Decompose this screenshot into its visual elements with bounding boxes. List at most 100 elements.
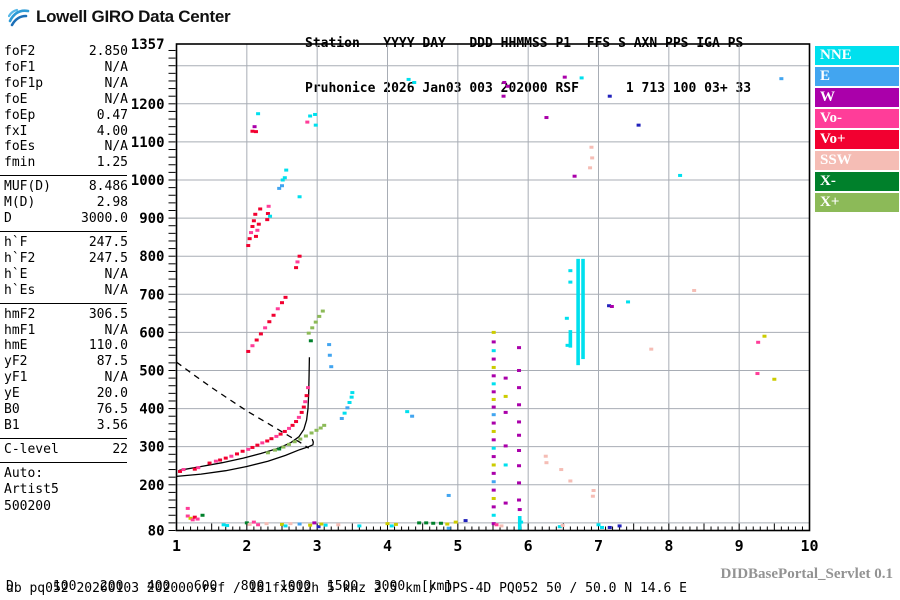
echo-point xyxy=(200,513,205,517)
echo-point xyxy=(250,129,255,133)
echo-point xyxy=(503,376,508,380)
echo-point xyxy=(256,112,261,116)
echo-point xyxy=(250,344,255,348)
echo-point xyxy=(274,434,279,438)
echo-bar xyxy=(576,258,580,366)
param-value: N/A xyxy=(104,59,128,75)
echo-point xyxy=(491,421,496,425)
param-name: MUF(D) xyxy=(4,179,51,195)
echo-point xyxy=(339,416,344,420)
echo-point xyxy=(501,94,506,98)
echo-point xyxy=(589,145,594,149)
param-row-foEs: foEs N/A xyxy=(4,139,128,155)
param-row-foE: foE N/A xyxy=(4,92,128,108)
echo-point xyxy=(607,94,612,98)
echo-point xyxy=(503,410,508,414)
plot-frame xyxy=(175,43,811,532)
echo-point xyxy=(393,522,398,526)
echo-point xyxy=(327,343,332,347)
echo-point xyxy=(263,326,268,330)
echo-point xyxy=(424,521,429,525)
echo-point xyxy=(491,405,496,409)
y-tick-label: 1200 xyxy=(131,97,165,113)
echo-point xyxy=(491,340,496,344)
param-value: 247.5 xyxy=(88,250,128,266)
echo-point xyxy=(617,524,622,528)
param-row-yF2: yF2 87.5 xyxy=(4,354,128,370)
echo-point xyxy=(491,446,496,450)
echo-point xyxy=(278,432,283,436)
param-divider xyxy=(0,302,127,304)
echo-point xyxy=(253,234,258,238)
x-tick-label: 4 xyxy=(383,537,392,555)
param-name: foF2 xyxy=(4,44,36,59)
echo-point xyxy=(491,463,496,467)
station-header-columns: Station YYYY DAY DDD HHMMSS P1 FFS S AXN… xyxy=(305,36,744,51)
echo-point xyxy=(562,75,567,79)
param-name: hmE xyxy=(4,338,28,354)
x-tick-label: 9 xyxy=(735,537,744,555)
echo-point xyxy=(405,410,410,414)
echo-point xyxy=(579,76,584,80)
lowell-giro-logo: Lowell GIRO Data Center xyxy=(8,7,231,27)
y-tick-label: 300 xyxy=(139,440,164,456)
echo-point xyxy=(431,521,436,525)
echo-point xyxy=(265,212,270,216)
echo-point xyxy=(517,403,522,407)
param-value: 247.5 xyxy=(88,234,128,250)
true-height-profile-curve xyxy=(176,438,314,478)
echo-point xyxy=(517,346,522,350)
echo-point xyxy=(349,395,354,399)
echo-point xyxy=(303,400,308,404)
param-value: N/A xyxy=(104,75,128,91)
y-tick-label: 200 xyxy=(139,478,164,494)
direction-legend: NNE E W Vo- Vo+ SSW X- X+ xyxy=(815,46,899,214)
echo-point xyxy=(244,521,249,525)
echo-point xyxy=(626,300,631,304)
echo-point xyxy=(438,521,443,525)
echo-point xyxy=(559,468,564,472)
param-value: 20.0 xyxy=(96,386,128,402)
param-name: fmin xyxy=(4,155,36,171)
param-name: foEs xyxy=(4,139,36,155)
param-name: D xyxy=(4,211,12,227)
echo-point xyxy=(491,488,496,492)
echo-point xyxy=(290,423,295,427)
echo-point xyxy=(505,84,510,88)
muf-dashed-curve xyxy=(176,361,310,449)
param-row-fxI: fxI 4.00 xyxy=(4,124,128,140)
echo-point xyxy=(323,523,328,527)
echo-point xyxy=(596,523,601,527)
echo-point xyxy=(565,343,570,347)
d-row: D 100 200 400 600 800 1000 1500 3000 [km… xyxy=(6,579,453,594)
echo-point xyxy=(517,448,522,452)
echo-point xyxy=(491,357,496,361)
param-name: M(D) xyxy=(4,195,36,211)
echo-point xyxy=(517,433,522,437)
echo-point xyxy=(272,448,277,452)
param-row-MUFD: MUF(D) 8.486 xyxy=(4,179,128,195)
echo-point xyxy=(503,394,508,398)
x-tick-label: 10 xyxy=(800,537,818,555)
echo-point xyxy=(301,405,306,409)
x-tick-label: 1 xyxy=(172,537,181,555)
echo-point xyxy=(491,365,496,369)
echo-point xyxy=(772,377,777,381)
echo-point xyxy=(609,304,614,308)
echo-point xyxy=(319,522,324,526)
param-value: 110.0 xyxy=(88,338,128,354)
file-info: db pq052 20260103 202000.rsf / 181fx512h… xyxy=(6,581,687,596)
echo-point xyxy=(192,467,197,471)
echo-point xyxy=(517,464,522,468)
echo-point xyxy=(491,330,496,334)
echo-point xyxy=(314,428,319,432)
param-value: 76.5 xyxy=(96,402,128,418)
echo-point xyxy=(320,309,325,313)
echo-point xyxy=(568,269,573,273)
echo-point xyxy=(491,505,496,509)
echo-point xyxy=(277,447,282,451)
echo-point xyxy=(256,222,261,226)
param-row-MD: M(D) 2.98 xyxy=(4,195,128,211)
echo-point xyxy=(329,365,334,369)
